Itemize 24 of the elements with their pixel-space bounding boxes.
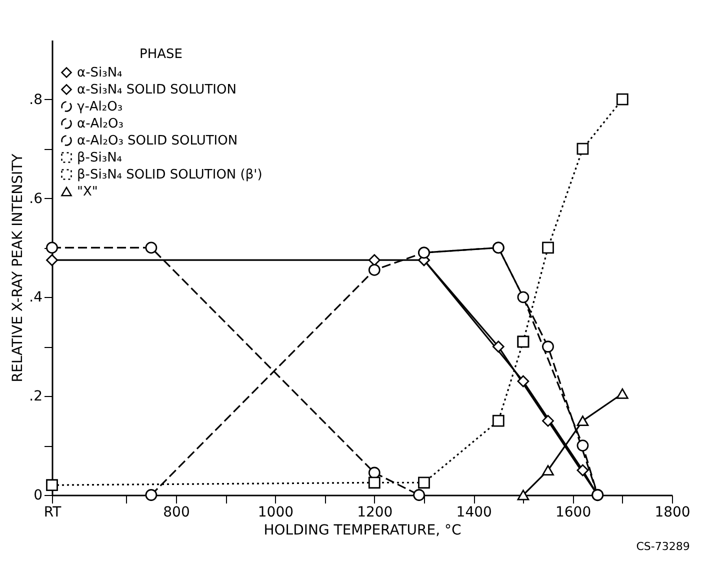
y-tick-label: .2 [29,388,42,405]
legend-label: α-Al₂O₃ [77,116,124,132]
legend-label: α-Al₂O₃ SOLID SOLUTION [77,134,238,148]
legend-label: "X" [77,184,98,200]
x-axis-title: HOLDING TEMPERATURE, °C [264,522,462,538]
x-tick-label: RT [44,504,62,520]
y-tick-label: .6 [29,190,43,207]
legend-label: γ-Al₂O₃ [77,100,123,114]
legend-label: β-Si₃N₄ SOLID SOLUTION (β') [77,168,262,182]
x-tick-label: 1600 [555,504,592,520]
legend-title: PHASE [140,47,182,62]
x-tick-label: 1400 [456,504,492,520]
x-tick-label: 1800 [654,504,690,520]
x-tick-label: 1000 [258,504,294,520]
legend-label: α-Si₃N₄ SOLID SOLUTION [77,82,236,98]
legend-label: β-Si₃N₄ [77,150,122,166]
y-axis-title: RELATIVE X-RAY PEAK INTENSITY [10,153,26,382]
x-tick-label: 800 [163,504,190,520]
x-tick-label: 1200 [357,504,393,520]
y-tick-label: .4 [29,290,43,306]
y-tick-label: 0 [34,488,42,504]
text: CS-73289 [636,540,690,553]
legend-label: α-Si₃N₄ [77,66,122,80]
y-tick-label: .8 [29,92,42,108]
